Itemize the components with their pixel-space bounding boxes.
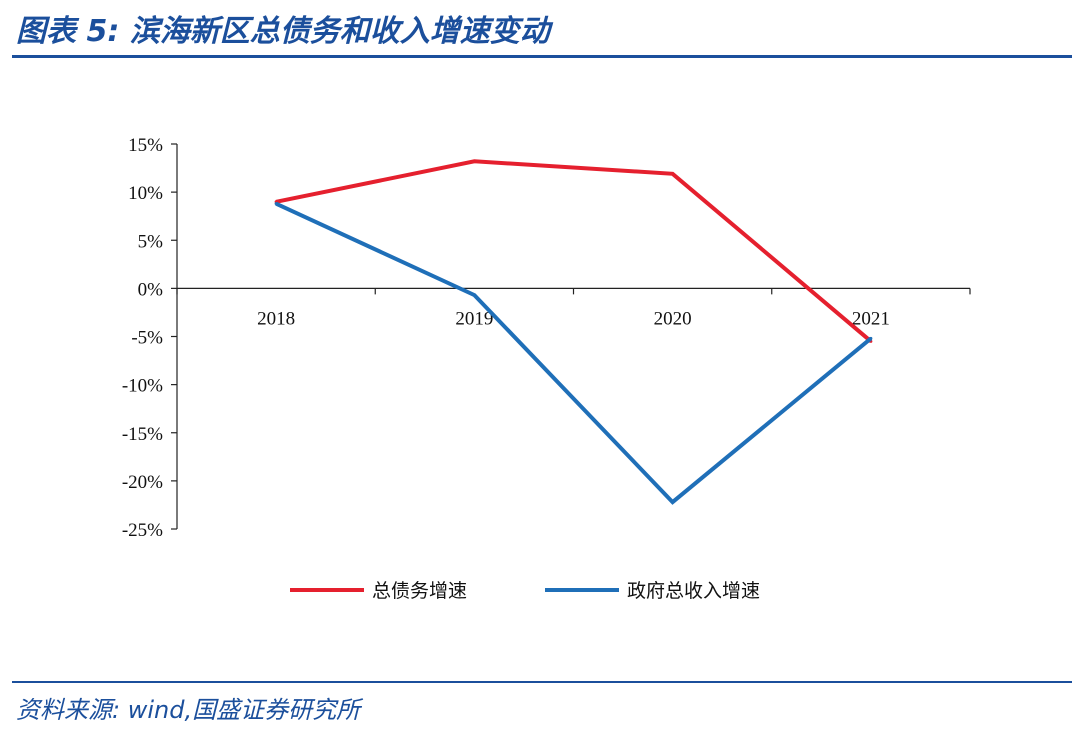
series-1-point	[472, 159, 476, 163]
chart-area	[70, 105, 1012, 635]
series-2-point	[869, 336, 873, 340]
series-line-1	[275, 159, 873, 343]
x-tick-label: 2019	[455, 308, 493, 329]
figure-title: 图表 5: 滨海新区总债务和收入增速变动	[16, 14, 550, 49]
y-tick-label: -5%	[131, 328, 163, 349]
series-1-point	[671, 172, 675, 176]
y-tick-label: -20%	[122, 472, 163, 493]
source-rule	[12, 681, 1072, 683]
series-line-2	[275, 201, 873, 505]
title-rule	[12, 55, 1072, 58]
y-tick-label: 5%	[138, 231, 164, 252]
x-tick-label: 2021	[852, 308, 890, 329]
series-2-point	[274, 202, 278, 206]
y-tick-label: -10%	[122, 376, 163, 397]
x-tick-label: 2020	[654, 308, 692, 329]
legend-label-2: 政府总收入增速	[627, 580, 760, 602]
legend-label-1: 总债务增速	[372, 580, 467, 602]
y-tick-label: -25%	[122, 520, 163, 541]
series-2-point	[472, 293, 476, 297]
y-tick-label: 15%	[128, 135, 163, 156]
y-tick-label: 10%	[128, 183, 163, 204]
source-note: 资料来源: wind,国盛证券研究所	[16, 696, 361, 724]
y-tick-label: 0%	[138, 279, 164, 300]
y-tick-label: -15%	[122, 424, 163, 445]
series-2-point	[671, 500, 675, 504]
x-tick-label: 2018	[257, 308, 295, 329]
